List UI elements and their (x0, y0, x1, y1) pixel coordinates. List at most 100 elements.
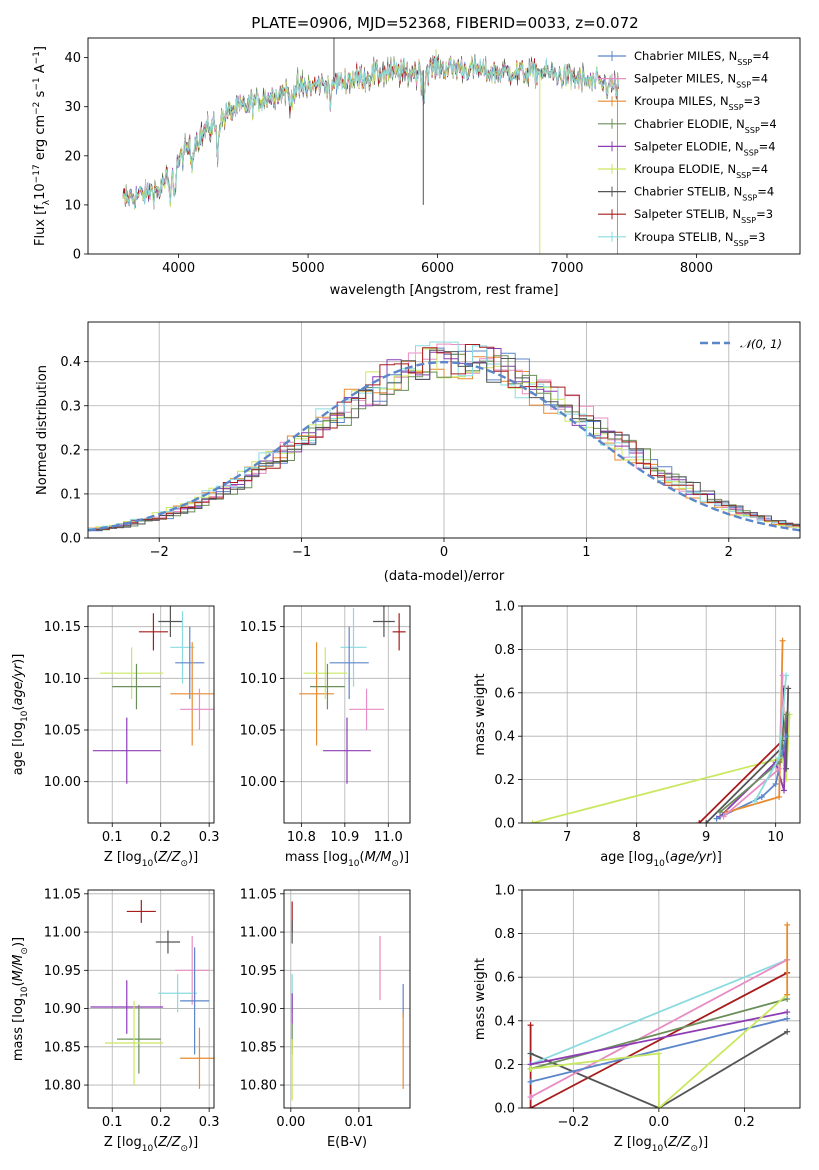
panel-spectrum: 4000 5000 6000 7000 8000 0 10 20 30 40 wavelength … (32, 37, 801, 298)
plot-area-spectrum (122, 38, 619, 254)
plot-area-age-vs-mass (284, 606, 410, 823)
weight-line-kroupa-stelib (530, 958, 788, 1066)
normal-curve (88, 360, 800, 532)
axes-frame (87, 37, 801, 255)
x-axis-label: E(B-V) (327, 1135, 367, 1150)
plot-area-residuals (88, 322, 800, 538)
y-tick-label: 11.05 (44, 887, 81, 902)
plot-area-mass-weight-vs-Z (522, 890, 800, 1108)
x-tick-label: 10.9 (330, 830, 359, 845)
legend-entry: Chabrier MILES, NSSP=4 (634, 49, 769, 67)
axes-frame (87, 605, 215, 824)
x-tick-label: 7 (563, 830, 571, 845)
y-tick-label: 0.2 (494, 773, 515, 788)
y-tick-label: 10.90 (240, 1002, 277, 1017)
legend-entry: 𝒩(0, 1) (740, 337, 782, 351)
x-tick-label: 2 (725, 545, 733, 560)
legend-entry: Kroupa ELODIE, NSSP=4 (634, 162, 768, 180)
axes-frame (521, 605, 801, 824)
axes-frame (283, 889, 411, 1109)
x-axis-label: Z [log10(Z/Z⊙)] (614, 1135, 708, 1154)
y-tick-label: 10 (64, 198, 81, 213)
x-tick-label: 9 (702, 830, 710, 845)
panel-residuals: −2 −1 0 1 2 0.0 0.1 0.2 0.3 0.4 (data-model)/error… (35, 321, 801, 584)
y-tick-label: 10.80 (44, 1079, 81, 1094)
weight-line-chabrier-miles (530, 1017, 788, 1083)
y-tick-label: 1.0 (494, 884, 515, 899)
x-tick-label: 0.2 (734, 1115, 755, 1130)
x-axis-label: mass [log10(M/M⊙)] (285, 850, 409, 869)
y-tick-label: 10.95 (44, 964, 81, 979)
y-tick-label: 0.6 (494, 971, 515, 986)
figure-title: PLATE=0906, MJD=52368, FIBERID=0033, z=0… (251, 14, 638, 32)
legend-entry: Chabrier ELODIE, NSSP=4 (634, 117, 777, 135)
y-tick-label: 0.0 (494, 817, 515, 832)
y-tick-label: 10.85 (44, 1040, 81, 1055)
x-tick-label: 5000 (292, 261, 325, 276)
weight-line-salpeter-stelib (698, 688, 785, 823)
y-tick-label: 0.8 (494, 643, 515, 658)
x-axis-label: Z [log10(Z/Z⊙)] (104, 1135, 198, 1154)
x-tick-label: 10 (767, 830, 784, 845)
x-tick-label: 11.0 (374, 830, 403, 845)
panel-mass-weight-vs-age: 7 8 9 10 0.0 0.2 0.4 0.6 0.8 1.0 age [log10(age/yr… (473, 600, 801, 869)
y-tick-label: 10.90 (44, 1002, 81, 1017)
y-tick-label: 10.15 (44, 620, 81, 635)
axes-frame (87, 321, 801, 539)
y-tick-label: 10.15 (240, 620, 277, 635)
x-tick-label: 0.0 (649, 1115, 670, 1130)
axes-frame (283, 605, 411, 824)
plot-area-mass-vs-EBV (284, 890, 410, 1108)
y-tick-label: 10.05 (44, 724, 81, 739)
x-axis-label: Z [log10(Z/Z⊙)] (104, 850, 198, 869)
x-tick-label: 8000 (680, 261, 713, 276)
y-tick-label: 0.6 (494, 686, 515, 701)
y-tick-label: 10.05 (240, 724, 277, 739)
y-tick-label: 0.2 (494, 1058, 515, 1073)
y-tick-label: 40 (64, 51, 81, 66)
y-tick-label: 11.00 (44, 926, 81, 941)
axes-frame (521, 889, 801, 1109)
x-tick-label: 6000 (421, 261, 454, 276)
plot-area-mass-weight-vs-age (522, 606, 800, 823)
x-tick-label: 0.2 (150, 830, 171, 845)
legend-entry: Salpeter MILES, NSSP=4 (634, 72, 768, 90)
weight-line-salpeter-miles (530, 959, 788, 1098)
y-tick-label: 20 (64, 149, 81, 164)
x-tick-label: 1 (582, 545, 590, 560)
x-tick-label: 4000 (162, 261, 195, 276)
legend-entry: Salpeter ELODIE, NSSP=4 (634, 139, 776, 157)
plot-area-mass-vs-Z (88, 890, 214, 1108)
x-tick-label: 0.2 (150, 1115, 171, 1130)
x-axis-label: wavelength [Angstrom, rest frame] (330, 283, 559, 298)
y-axis-label: mass weight (473, 673, 488, 755)
y-tick-label: 11.05 (240, 887, 277, 902)
x-tick-label: −2 (150, 545, 169, 560)
y-tick-label: 1.0 (494, 600, 515, 615)
panel-mass-vs-EBV: 0.00 0.01 10.80 10.85 10.90 10.95 11.00 11.05 E(… (240, 887, 411, 1150)
y-tick-label: 0.0 (60, 532, 81, 547)
spectrum-line-kroupa-stelib (122, 53, 619, 209)
histogram-salpeter-stelib (95, 344, 800, 530)
x-tick-label: 0.1 (102, 1115, 123, 1130)
x-tick-label: 0 (440, 545, 448, 560)
y-tick-label: 0.4 (494, 730, 515, 745)
y-tick-label: 10.80 (240, 1079, 277, 1094)
x-tick-label: 0.3 (199, 830, 220, 845)
y-tick-label: 10.85 (240, 1040, 277, 1055)
panel-mass-weight-vs-Z: −0.2 0.0 0.2 0.0 0.2 0.4 0.6 0.8 1.0 Z [log10(Z/Z… (473, 884, 801, 1154)
x-tick-label: 0.1 (102, 830, 123, 845)
legend-entry: Kroupa MILES, NSSP=3 (634, 94, 760, 112)
panel-age-vs-mass: 10.8 10.9 11.0 10.00 10.05 10.10 10.15 mass [lo… (240, 605, 411, 869)
histogram-kroupa-stelib (88, 341, 800, 529)
legend-entry: Chabrier STELIB, NSSP=4 (634, 185, 774, 203)
y-tick-label: 0.0 (494, 1102, 515, 1117)
y-tick-label: 30 (64, 100, 81, 115)
y-tick-label: 0.8 (494, 927, 515, 942)
x-axis-label: age [log10(age/yr)] (600, 850, 722, 869)
x-tick-label: 7000 (550, 261, 583, 276)
panel-age-vs-Z: 0.1 0.2 0.3 10.00 10.05 10.10 10.15 Z [log10(Z/… (11, 605, 220, 869)
x-tick-label: −1 (292, 545, 311, 560)
axes-frame (87, 889, 215, 1109)
